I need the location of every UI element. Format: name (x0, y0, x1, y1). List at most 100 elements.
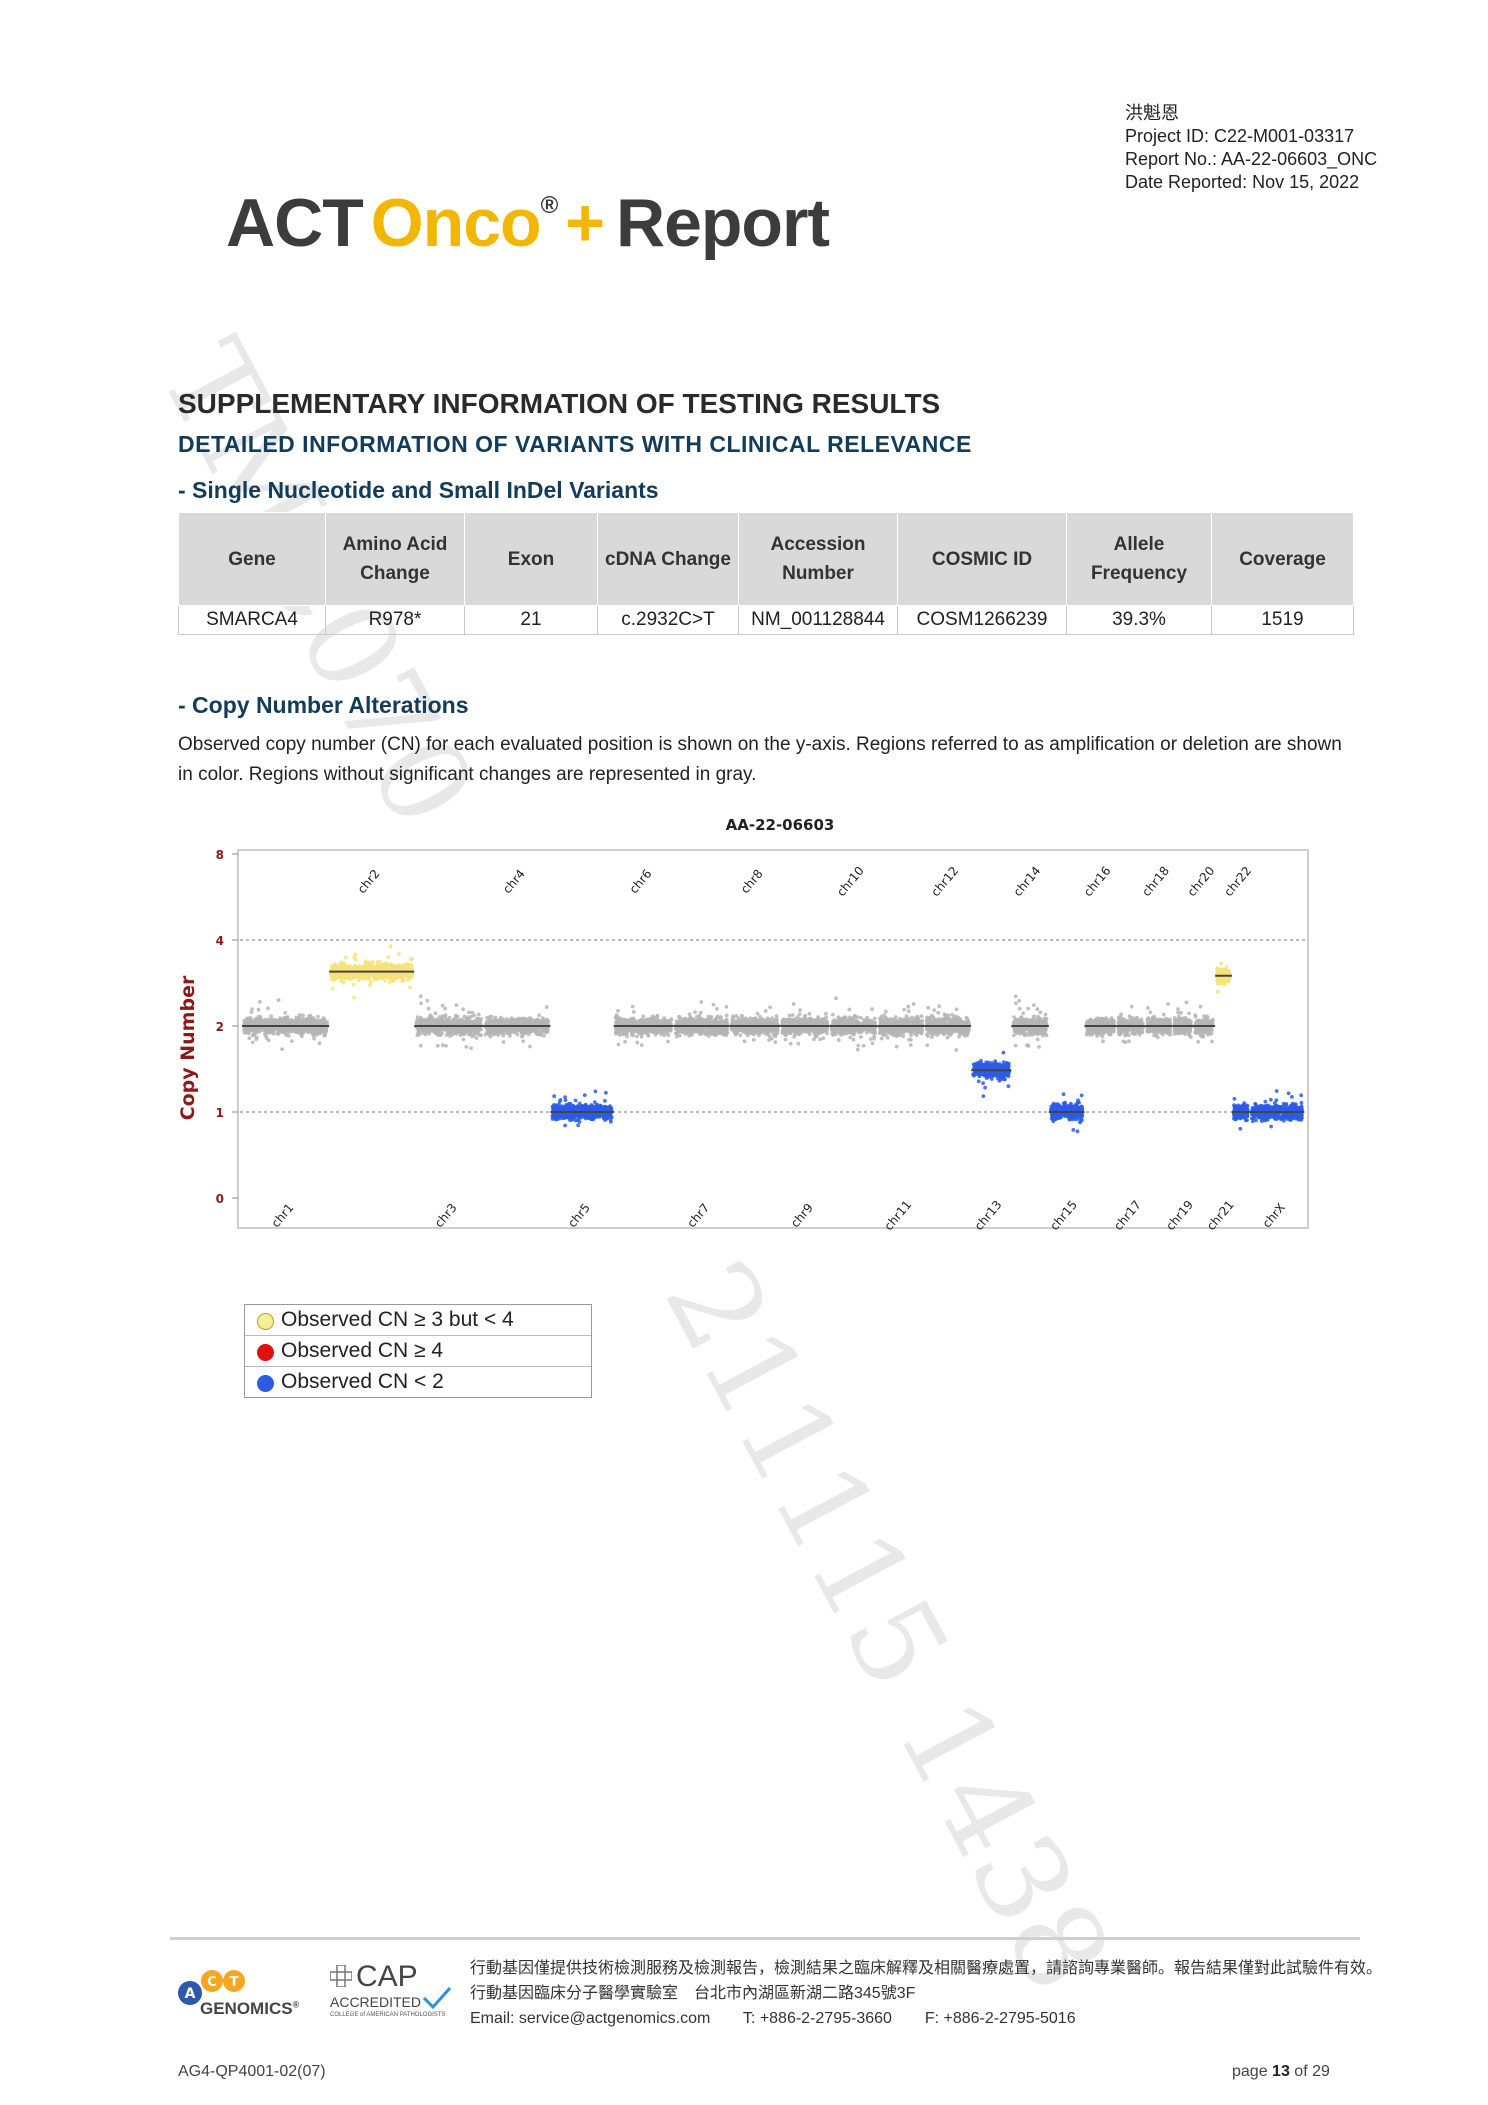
cn-point (409, 957, 413, 962)
cn-point (247, 1036, 252, 1040)
cn-point (761, 1018, 766, 1022)
cn-point (635, 1040, 640, 1045)
cn-point (347, 965, 351, 969)
cn-point (563, 1095, 567, 1099)
cn-point (512, 1030, 517, 1035)
cn-point (508, 1034, 512, 1038)
grid-layer (240, 939, 1306, 1113)
cn-point (577, 1120, 582, 1124)
cn-point (677, 1033, 682, 1038)
cn-point (731, 1016, 736, 1021)
cn-point (639, 1034, 644, 1039)
cn-point (269, 1014, 273, 1019)
cn-point (645, 1019, 650, 1024)
cn-point (331, 973, 336, 978)
cn-point (824, 1011, 828, 1016)
cn-point (689, 1030, 694, 1035)
cn-point (603, 1099, 607, 1103)
cn-point (666, 1033, 671, 1038)
cn-point (623, 1039, 627, 1044)
cn-point (693, 1029, 697, 1034)
col-exon: Exon (464, 512, 598, 606)
cn-point (589, 1113, 593, 1118)
cell-coverage: 1519 (1211, 605, 1354, 635)
cn-point (507, 1019, 511, 1024)
cn-point (266, 1006, 270, 1011)
cn-point (263, 1034, 268, 1038)
cn-point (314, 1029, 318, 1034)
cn-point (529, 1019, 534, 1024)
cn-point (302, 1027, 307, 1031)
cn-point (501, 1020, 505, 1025)
cn-point (659, 1029, 664, 1033)
cna-description: Observed copy number (CN) for each evalu… (178, 734, 1342, 785)
cn-point (740, 1016, 745, 1020)
cn-point (266, 1028, 271, 1033)
cn-point (404, 962, 409, 967)
cn-point (415, 1018, 419, 1022)
cn-point (292, 1026, 296, 1031)
table-header-row: Gene Amino Acid Change Exon cDNA Change … (178, 512, 1354, 606)
cn-point (433, 1011, 438, 1016)
cn-point (491, 1027, 496, 1032)
cn-point (732, 1019, 736, 1024)
cn-point (669, 1017, 674, 1021)
cn-point (286, 1018, 291, 1022)
col-gene: Gene (178, 512, 326, 606)
cn-point (467, 1010, 471, 1015)
cn-point (322, 1028, 327, 1032)
cn-point (476, 1018, 481, 1022)
cn-point (341, 980, 346, 985)
cn-point (346, 972, 351, 977)
cn-point (604, 1117, 609, 1121)
cn-point (693, 1010, 697, 1014)
cn-point (343, 955, 348, 960)
cn-point (310, 1029, 315, 1034)
cn-point (774, 1014, 779, 1019)
cn-point (311, 1021, 316, 1026)
chart-ylabel: Copy Number (177, 975, 199, 1120)
snv-heading: - Single Nucleotide and Small InDel Vari… (178, 477, 659, 503)
cn-point (466, 1015, 470, 1020)
cn-point (744, 1027, 749, 1031)
cn-point (418, 1015, 423, 1020)
cn-point (758, 1014, 763, 1019)
cn-point (631, 1010, 636, 1014)
cn-point (352, 995, 357, 1000)
cn-point (379, 962, 384, 967)
cn-point (278, 1018, 283, 1022)
cn-point (724, 1005, 729, 1009)
cn-point (529, 1028, 534, 1033)
cn-point (632, 1019, 637, 1024)
cn-point (770, 1016, 774, 1021)
cn-point (469, 1046, 473, 1050)
cn-point (773, 1040, 778, 1045)
cn-point (351, 982, 356, 987)
cn-point (577, 1116, 582, 1120)
cn-point (651, 1020, 656, 1025)
cn-point (729, 1027, 734, 1032)
cn-point (534, 1020, 538, 1025)
cn-point (544, 1029, 548, 1034)
cn-point (435, 1043, 440, 1048)
cn-point (354, 957, 358, 962)
cn-point (261, 1026, 265, 1031)
cn-point (353, 952, 358, 957)
cna-heading: - Copy Number Alterations (178, 692, 469, 718)
cn-point (688, 1019, 693, 1024)
cn-point (484, 1026, 489, 1031)
cn-point (625, 1034, 629, 1039)
cn-point (655, 1015, 659, 1020)
cn-point (279, 1026, 284, 1031)
cn-point (576, 1123, 580, 1128)
cn-point (285, 1015, 290, 1019)
cn-point (269, 1018, 274, 1022)
cn-point (474, 1036, 479, 1040)
cn-point (540, 1019, 545, 1023)
cn-point (747, 1030, 751, 1035)
cn-point (552, 1094, 557, 1099)
col-cdna-change: cDNA Change (597, 512, 739, 606)
cn-point (697, 1031, 702, 1036)
cn-point (462, 1031, 467, 1036)
snv-table: Gene Amino Acid Change Exon cDNA Change … (178, 512, 1354, 635)
